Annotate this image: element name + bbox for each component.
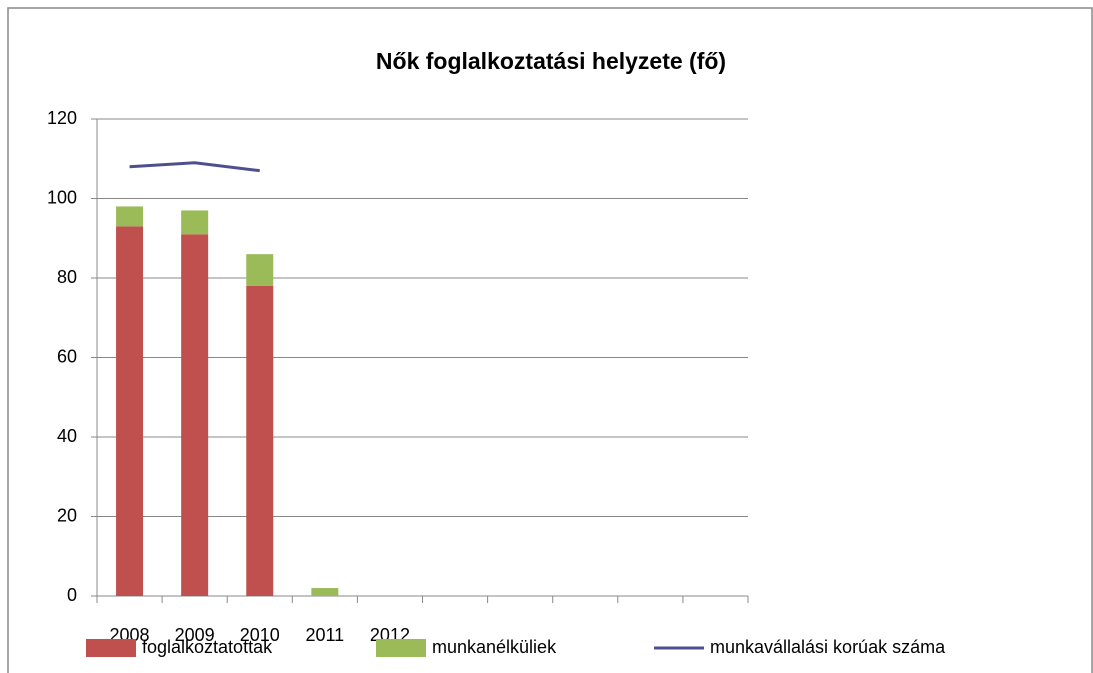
legend-label: munkanélküliek xyxy=(432,637,557,657)
y-tick-label: 20 xyxy=(57,505,77,525)
bar xyxy=(181,234,209,596)
bar xyxy=(116,226,144,596)
chart-title: Nők foglalkoztatási helyzete (fő) xyxy=(376,48,726,74)
legend-label: munkavállalási korúak száma xyxy=(710,637,946,657)
y-tick-label: 40 xyxy=(57,426,77,446)
x-tick-label: 2009 xyxy=(175,625,215,645)
bar xyxy=(246,254,274,286)
y-tick-label: 60 xyxy=(57,346,77,366)
x-tick-label: 2011 xyxy=(305,625,344,645)
y-tick-label: 80 xyxy=(57,267,77,287)
legend-label: foglalkoztatottak xyxy=(142,637,273,657)
legend-swatch xyxy=(376,639,426,657)
bar xyxy=(181,210,209,235)
bar xyxy=(116,206,144,227)
x-tick-label: 2010 xyxy=(240,625,280,645)
y-tick-label: 100 xyxy=(47,187,77,207)
y-tick-label: 0 xyxy=(67,585,77,605)
bar xyxy=(311,588,339,596)
line xyxy=(129,161,260,173)
bar xyxy=(246,285,274,596)
chart-frame xyxy=(7,7,1093,673)
y-tick-label: 120 xyxy=(47,108,77,128)
legend-swatch xyxy=(86,639,136,657)
